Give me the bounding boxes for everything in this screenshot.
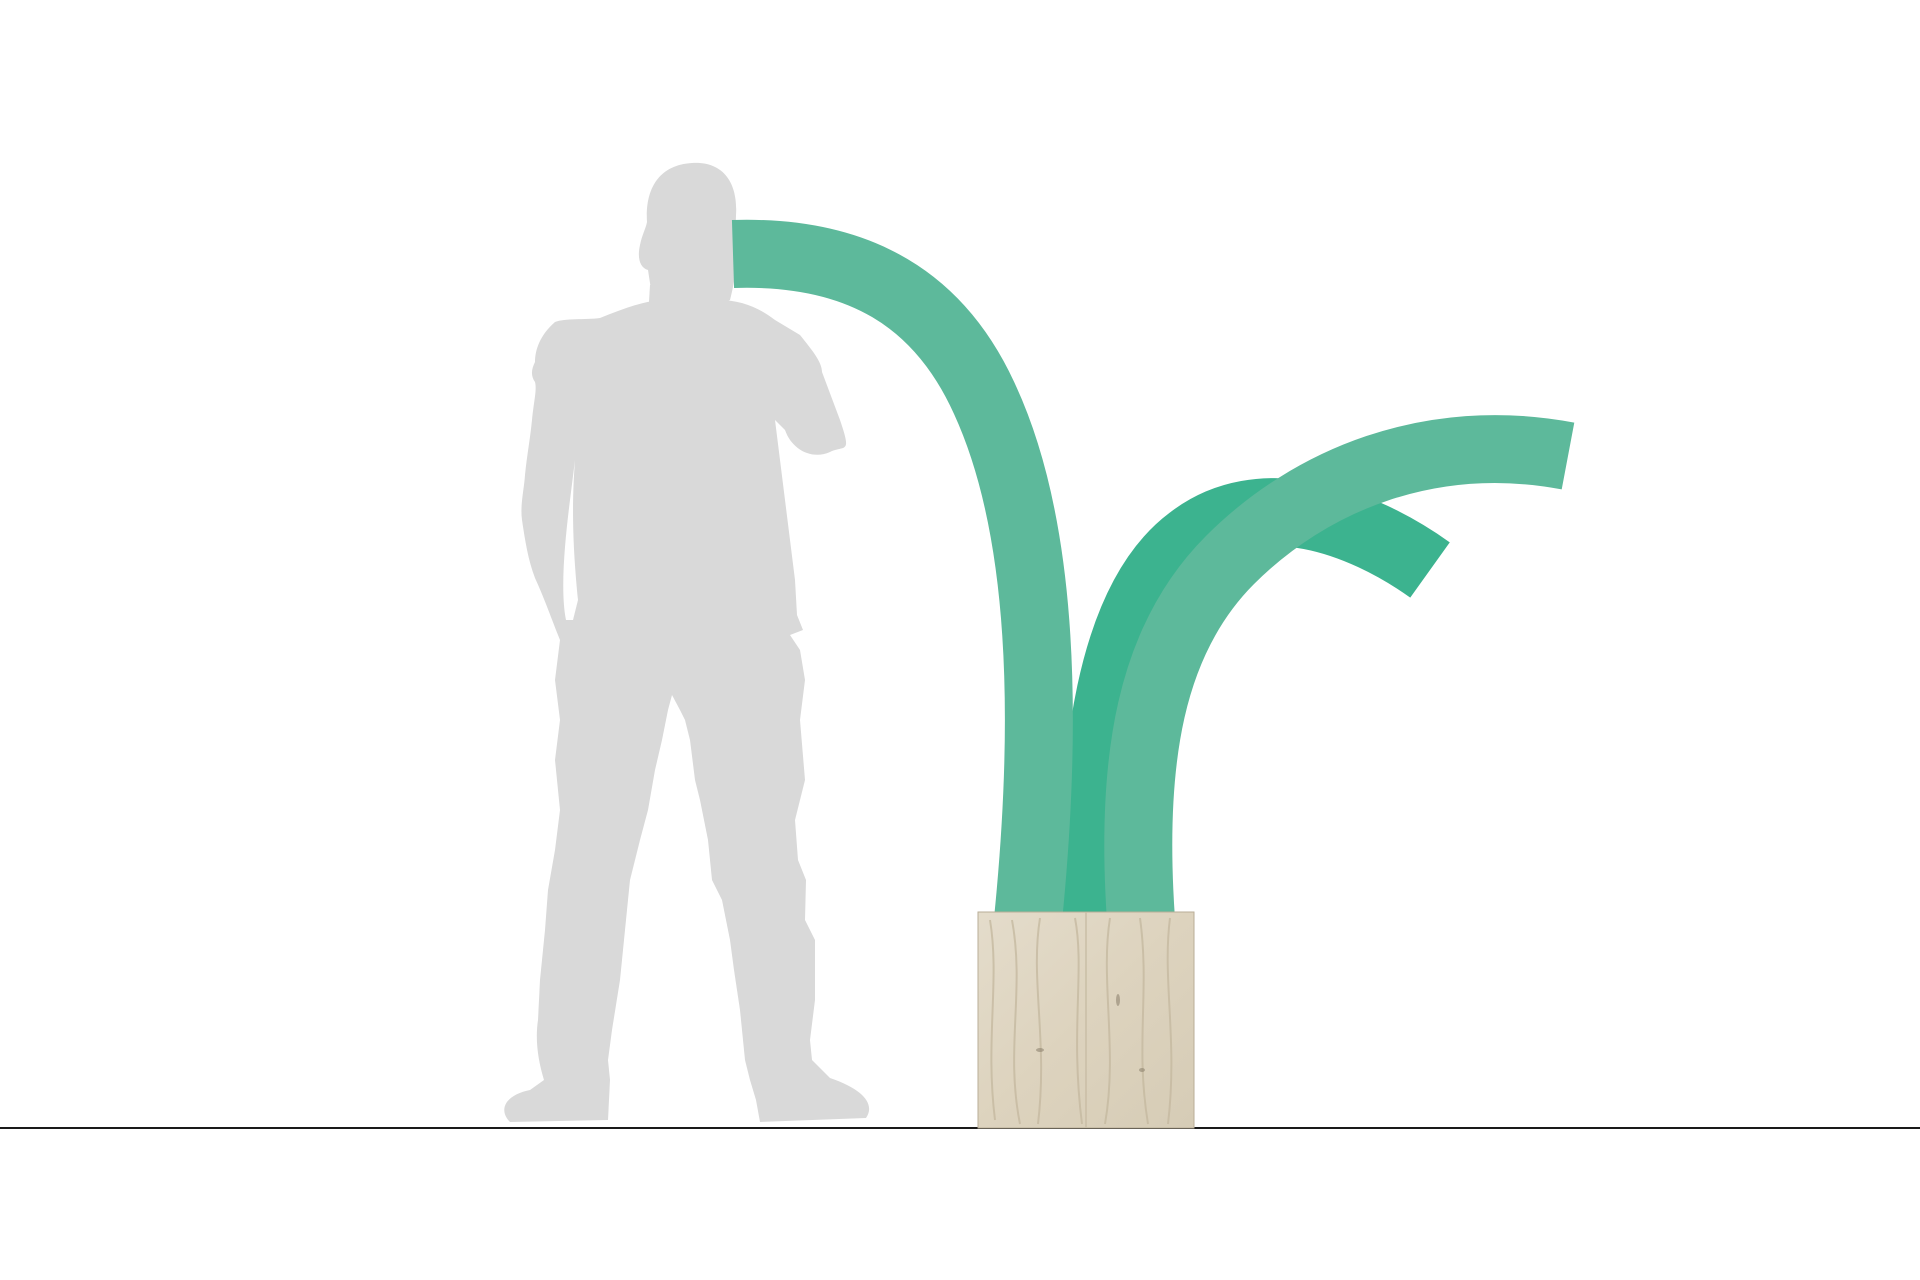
wood-planter-icon bbox=[977, 911, 1195, 1129]
leaf-tall bbox=[731, 219, 1073, 924]
leaf-dark bbox=[1060, 478, 1450, 922]
leaf-sculpture-icon bbox=[731, 219, 1575, 924]
leaf-right bbox=[1104, 415, 1575, 923]
person-silhouette-icon bbox=[504, 162, 870, 1122]
